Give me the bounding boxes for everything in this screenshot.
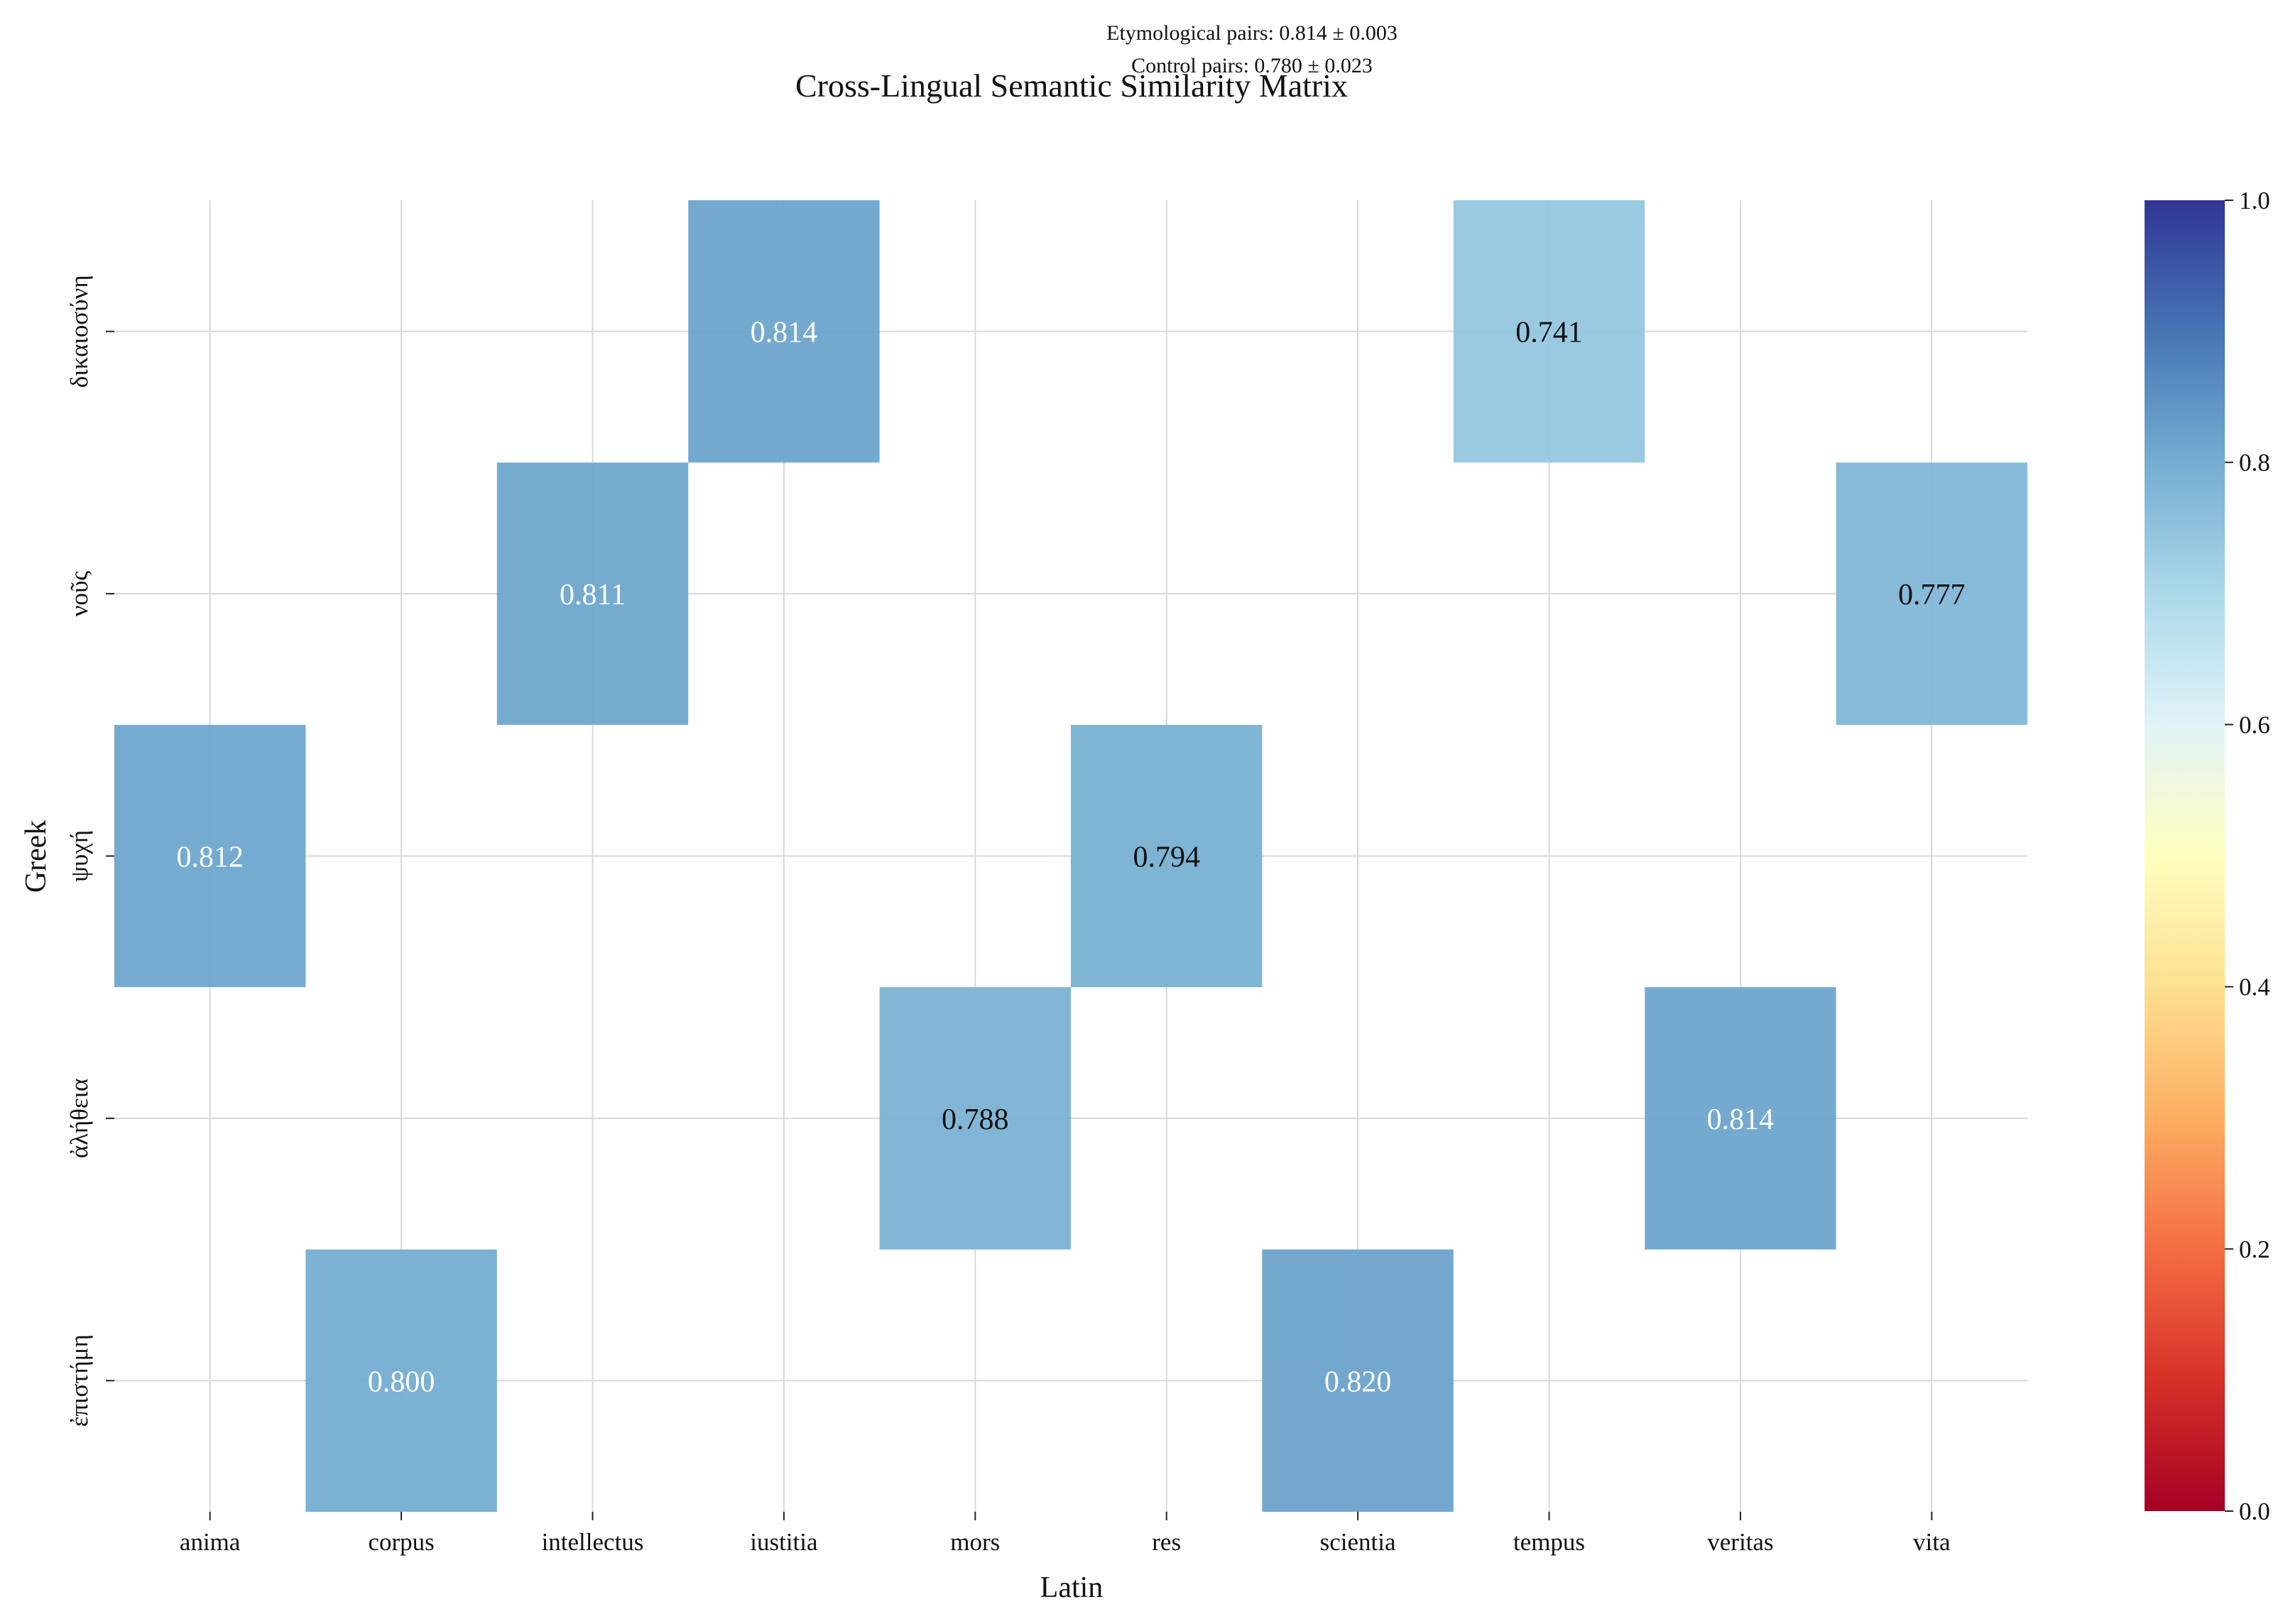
heatmap-cell: [305, 1249, 497, 1512]
heatmap-cells: 0.814 0.741 0.811 0.777 0.812 0.794 0.788 0.814…: [114, 200, 2027, 1512]
cell-value-label: 0.814: [1707, 1103, 1775, 1136]
cell-value-label: 0.820: [1324, 1366, 1392, 1398]
cell-value-label: 0.794: [1133, 841, 1200, 874]
y-tick-label: νοῦς: [65, 571, 93, 617]
colorbar-tick-label: 0.4: [2239, 974, 2270, 1001]
x-tick-label: iustitia: [750, 1528, 818, 1556]
heatmap-cell: [1453, 200, 1645, 463]
cell-value-label: 0.811: [560, 579, 626, 611]
cell-value-label: 0.800: [368, 1366, 435, 1398]
colorbar-tick-label: 0.0: [2239, 1498, 2270, 1525]
x-axis-label: Latin: [1040, 1571, 1104, 1604]
y-axis-label: Greek: [20, 820, 53, 893]
x-tick-label: veritas: [1707, 1528, 1773, 1556]
colorbar-tick-label: 0.8: [2239, 449, 2270, 476]
x-tick-label: tempus: [1513, 1528, 1585, 1556]
colorbar-ticks: 0.0 0.2 0.4 0.6 0.8 1.0: [2225, 187, 2270, 1525]
annotation-control: Control pairs: 0.780 ± 0.023: [1131, 54, 1373, 77]
colorbar-tick-label: 0.6: [2239, 711, 2270, 739]
x-axis-ticks: anima corpus intellectus iustitia mors res sci…: [180, 1512, 1951, 1556]
cell-value-label: 0.814: [751, 317, 818, 349]
cell-value-label: 0.788: [942, 1103, 1009, 1136]
colorbar-tick-label: 1.0: [2239, 187, 2270, 214]
heatmap-cell: [1645, 987, 1836, 1250]
heatmap-cell: [688, 200, 880, 463]
cell-value-label: 0.812: [176, 841, 244, 874]
y-tick-label: ἀλήθεια: [65, 1079, 93, 1159]
cell-value-label: 0.741: [1515, 317, 1583, 349]
heatmap-cell: [496, 462, 689, 725]
y-tick-label: ψυχή: [65, 830, 93, 882]
y-tick-label: δικαιοσύνη: [65, 275, 93, 388]
x-tick-label: corpus: [368, 1528, 434, 1556]
chart-title: Cross-Lingual Semantic Similarity Matrix: [795, 67, 1348, 104]
heatmap-cell: [1262, 1249, 1454, 1512]
y-tick-label: ἐπιστήμη: [65, 1334, 93, 1427]
x-tick-label: scientia: [1320, 1528, 1396, 1556]
cell-value-label: 0.777: [1898, 579, 1966, 611]
colorbar: [2145, 200, 2225, 1511]
x-tick-label: intellectus: [542, 1528, 644, 1556]
x-tick-label: anima: [180, 1528, 241, 1556]
heatmap-cell: [114, 724, 306, 988]
colorbar-tick-label: 0.2: [2239, 1236, 2270, 1263]
heatmap-cell: [1071, 724, 1263, 988]
x-tick-label: mors: [950, 1528, 1000, 1556]
x-tick-label: res: [1152, 1528, 1181, 1556]
heatmap-cell: [879, 987, 1071, 1250]
y-axis-ticks: δικαιοσύνη νοῦς ψυχή ἀλήθεια ἐπιστήμη: [65, 275, 114, 1427]
x-tick-label: vita: [1913, 1528, 1951, 1556]
annotation-etymological: Etymological pairs: 0.814 ± 0.003: [1106, 21, 1398, 45]
heatmap-cell: [1836, 462, 2027, 725]
